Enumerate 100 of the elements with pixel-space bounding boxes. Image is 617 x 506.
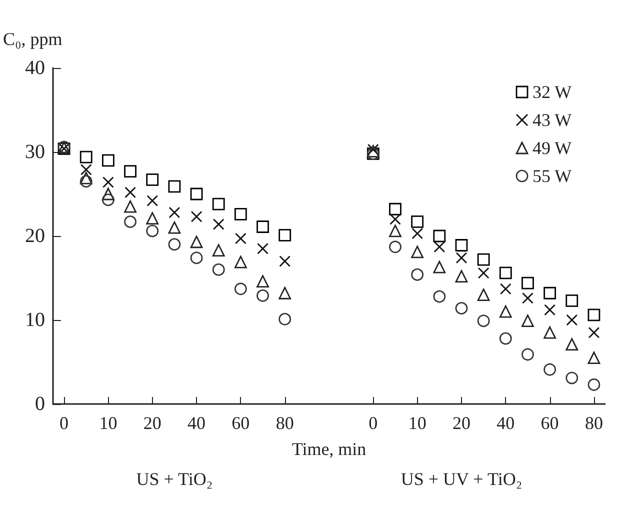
point (477, 314, 490, 328)
point (455, 302, 468, 314)
point (80, 150, 92, 164)
point (256, 275, 269, 288)
point (411, 268, 424, 281)
legend-label: 32 W (532, 82, 572, 102)
point (190, 210, 202, 222)
x-axis-title: Time, min (292, 439, 366, 459)
point (544, 363, 556, 376)
legend-label: 55 W (532, 166, 572, 186)
point (278, 228, 292, 242)
point (146, 212, 159, 225)
point (212, 218, 224, 230)
x-tick-label: 10 (408, 413, 426, 433)
point (234, 208, 247, 220)
point (146, 195, 158, 206)
point (412, 228, 424, 240)
point (522, 348, 534, 361)
point (434, 241, 446, 253)
point (499, 266, 512, 280)
point (234, 256, 247, 268)
point (544, 286, 556, 300)
point (146, 224, 159, 238)
point (477, 253, 490, 266)
point (544, 326, 556, 339)
point (124, 200, 136, 213)
point (278, 286, 292, 300)
y-tick-label: 40 (25, 57, 45, 79)
point (455, 239, 468, 252)
point (588, 352, 600, 364)
point (80, 164, 92, 176)
point (80, 175, 92, 188)
point (411, 216, 424, 228)
point (566, 338, 578, 351)
point (190, 236, 203, 248)
point (390, 214, 401, 225)
x-tick-label: 80 (584, 413, 603, 433)
point (279, 256, 291, 267)
point (168, 206, 180, 218)
y-axis-title: C₀, ppm (3, 29, 62, 49)
point (389, 240, 402, 254)
x-tick-label: 20 (452, 413, 470, 433)
point (522, 314, 534, 328)
point (433, 230, 446, 242)
point (257, 242, 268, 254)
point (544, 304, 556, 316)
point (433, 290, 446, 303)
legend-label: 49 W (532, 138, 572, 158)
point (124, 186, 136, 198)
point (478, 267, 490, 279)
point (168, 180, 181, 193)
point (212, 198, 225, 210)
point (588, 326, 600, 338)
point (500, 283, 512, 295)
point (433, 260, 446, 274)
point (455, 270, 468, 283)
point (102, 176, 114, 188)
point (588, 378, 600, 391)
x-tick-label: 60 (540, 413, 559, 433)
point (212, 263, 225, 276)
point (566, 294, 578, 307)
point (499, 305, 512, 318)
point (102, 194, 114, 206)
point (234, 282, 247, 296)
point (522, 276, 534, 290)
x-tick-label: 60 (232, 413, 250, 433)
point (522, 292, 534, 304)
point (278, 312, 292, 326)
text: US + UV + TiO₂ (400, 469, 522, 489)
x-tick-label: 40 (188, 413, 206, 433)
point (124, 165, 136, 178)
point (456, 252, 468, 264)
text: US + TiO₂ (136, 469, 213, 489)
y-tick-label: 20 (25, 225, 45, 247)
x-tick-label: 80 (276, 413, 294, 433)
y-tick-label: 30 (25, 141, 45, 163)
point (477, 288, 490, 301)
point (566, 314, 578, 326)
point (256, 220, 269, 233)
point (212, 244, 225, 256)
point (124, 216, 136, 228)
point (146, 174, 159, 186)
x-tick-label: 0 (60, 413, 69, 433)
point (234, 232, 246, 244)
point (588, 308, 600, 322)
point (389, 202, 402, 216)
x-tick-label: 20 (143, 413, 162, 433)
point (80, 172, 92, 184)
y-tick-label: 10 (25, 309, 45, 331)
point (102, 188, 114, 200)
point (190, 188, 203, 200)
point (168, 221, 181, 234)
x-tick-label: 0 (368, 413, 378, 433)
point (389, 224, 402, 238)
x-tick-label: 40 (496, 413, 515, 433)
point (102, 154, 114, 167)
legend-label: 43 W (532, 110, 572, 130)
point (168, 238, 181, 251)
point (566, 372, 578, 384)
point (499, 332, 512, 345)
